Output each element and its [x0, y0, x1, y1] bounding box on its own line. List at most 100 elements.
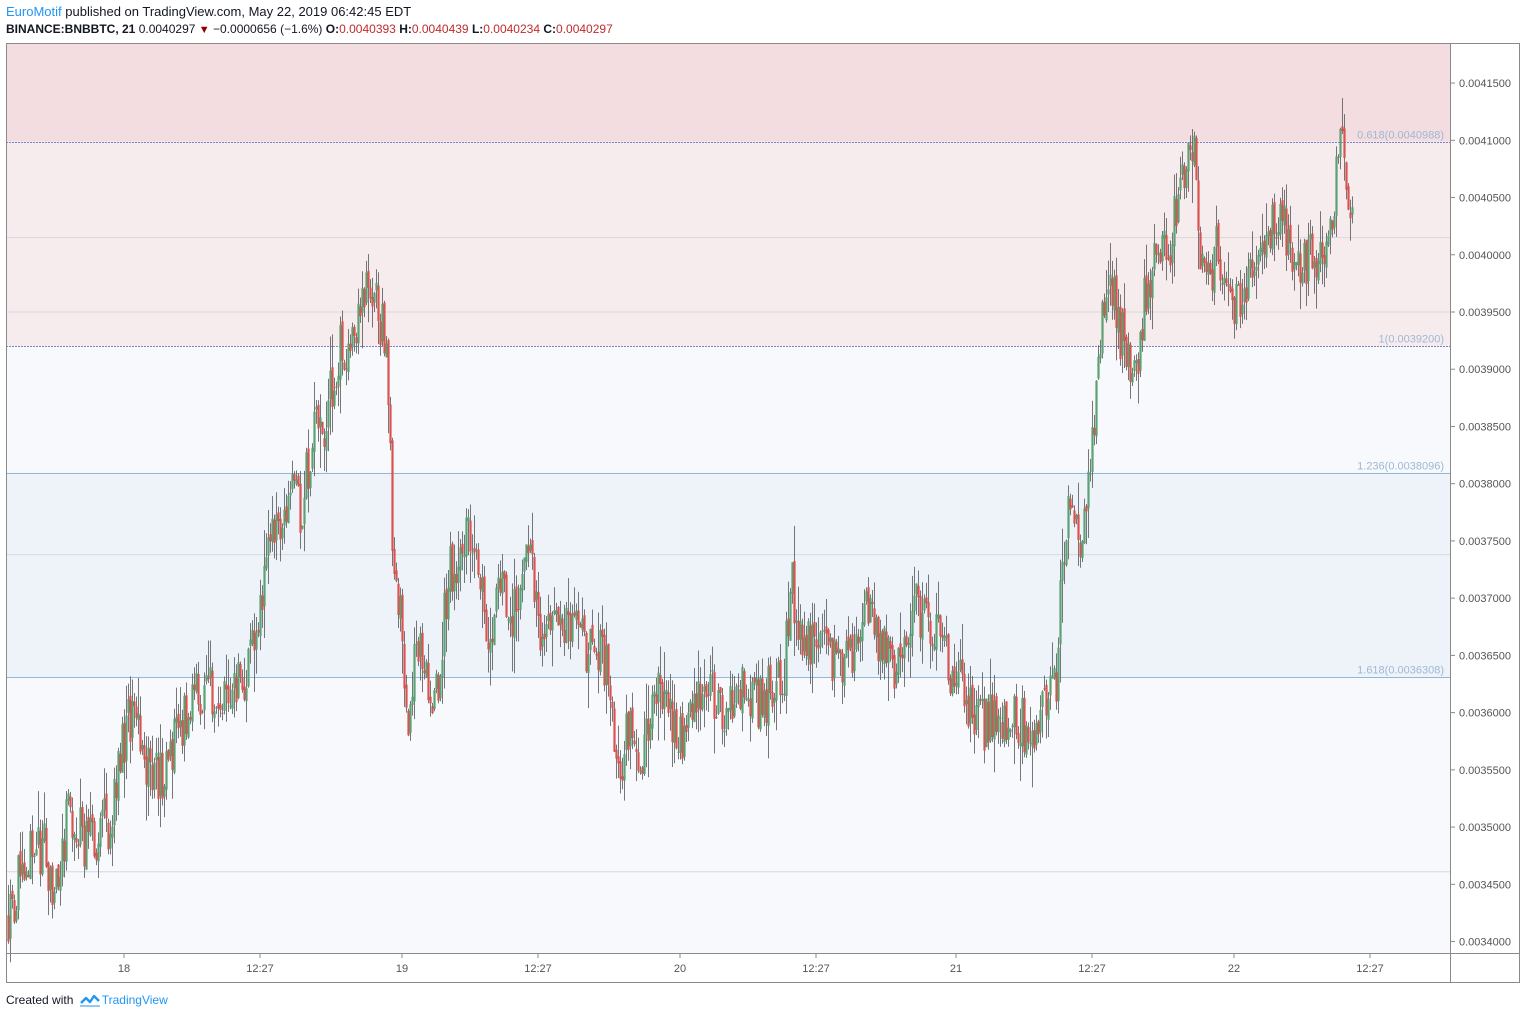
- candle: [277, 506, 280, 535]
- candle: [789, 588, 792, 641]
- candle-body: [717, 690, 720, 714]
- candle-body: [1347, 186, 1350, 210]
- candle-body: [197, 674, 200, 705]
- candle-body: [841, 652, 844, 683]
- candle-body: [573, 612, 576, 616]
- candle: [689, 699, 692, 718]
- candle: [67, 789, 70, 806]
- candle: [653, 684, 656, 714]
- candle: [1167, 243, 1170, 261]
- candle-body: [711, 670, 714, 672]
- candle: [253, 613, 256, 692]
- candle-body: [201, 711, 204, 713]
- candle-body: [343, 362, 346, 370]
- candle-body: [49, 867, 52, 890]
- candle-body: [59, 876, 62, 891]
- down-arrow-icon: ▼: [198, 24, 210, 36]
- candle-body: [525, 544, 528, 562]
- y-tick-label-5: 0.0039000: [1459, 364, 1511, 376]
- candle: [895, 663, 898, 689]
- candle: [41, 820, 44, 877]
- candle: [1209, 259, 1212, 275]
- author-link[interactable]: EuroMotif: [6, 4, 62, 19]
- candle: [265, 533, 268, 571]
- candle: [125, 685, 128, 780]
- candle-body: [651, 694, 654, 729]
- low-label: L:: [471, 22, 484, 36]
- chart-frame: [6, 43, 1520, 983]
- candle: [885, 614, 888, 668]
- candle: [75, 817, 78, 849]
- candle-body: [805, 634, 808, 656]
- candle: [943, 626, 946, 647]
- candle-body: [1147, 283, 1150, 309]
- candle-body: [433, 689, 436, 710]
- candle-body: [1209, 262, 1212, 274]
- candle: [343, 359, 346, 371]
- candle-body: [613, 708, 616, 752]
- candle-body: [1091, 427, 1094, 472]
- candle-body: [1021, 697, 1024, 747]
- candle: [127, 683, 130, 733]
- candle: [667, 680, 670, 718]
- close-value: 0.0040297: [556, 22, 613, 36]
- candle: [341, 310, 344, 376]
- candle: [233, 657, 236, 718]
- candle-body: [329, 370, 332, 400]
- candle: [1251, 231, 1254, 288]
- candle-body: [209, 667, 212, 678]
- candle-body: [143, 745, 146, 760]
- candle: [739, 680, 742, 711]
- candle: [889, 636, 892, 662]
- candle-body: [779, 659, 782, 696]
- candle-body: [1113, 276, 1116, 311]
- candle-body: [823, 629, 826, 631]
- candle: [199, 694, 202, 725]
- candle: [1325, 232, 1328, 279]
- candle: [489, 607, 492, 686]
- candle: [593, 638, 596, 654]
- candle: [523, 557, 526, 591]
- candle-body: [257, 629, 260, 633]
- candle-body: [529, 544, 532, 551]
- candle-body: [115, 782, 118, 799]
- tradingview-brand[interactable]: TradingView: [101, 993, 168, 1007]
- candle: [295, 470, 298, 486]
- candle: [443, 577, 446, 689]
- candle-body: [889, 641, 892, 649]
- candle: [1347, 183, 1350, 211]
- candle: [613, 701, 616, 753]
- candle: [401, 588, 404, 674]
- candle: [743, 668, 746, 704]
- candle: [621, 757, 624, 790]
- candle-body: [117, 751, 120, 801]
- candle-body: [865, 591, 868, 602]
- x-tick-label-6: 21: [950, 963, 962, 975]
- candle-body: [375, 282, 378, 291]
- candle: [741, 664, 744, 732]
- y-tick-label-15: 0.0034000: [1459, 937, 1511, 949]
- candle-body: [275, 514, 278, 541]
- candle-body: [1033, 730, 1036, 749]
- candle-body: [941, 634, 944, 638]
- candle-body: [173, 718, 176, 773]
- candlestick-chart[interactable]: 0.618(0.0040988) 1(0.0039200) 1.236(0.0038…: [0, 0, 1526, 990]
- candle-body: [1117, 307, 1120, 333]
- candle-body: [979, 699, 982, 701]
- candle-body: [875, 617, 878, 638]
- candle-body: [29, 831, 32, 879]
- candle: [301, 525, 304, 530]
- candle-body: [535, 591, 538, 600]
- candle-body: [891, 644, 894, 660]
- candle-body: [1201, 253, 1204, 267]
- candle-body: [367, 270, 370, 288]
- candle-body: [1181, 164, 1184, 175]
- candle: [1261, 213, 1264, 275]
- candle-body: [791, 562, 794, 594]
- candle-body: [677, 751, 680, 753]
- candle: [1331, 220, 1334, 238]
- candle: [305, 447, 308, 500]
- candle: [243, 657, 246, 702]
- candle: [387, 338, 390, 434]
- candle: [1197, 166, 1200, 270]
